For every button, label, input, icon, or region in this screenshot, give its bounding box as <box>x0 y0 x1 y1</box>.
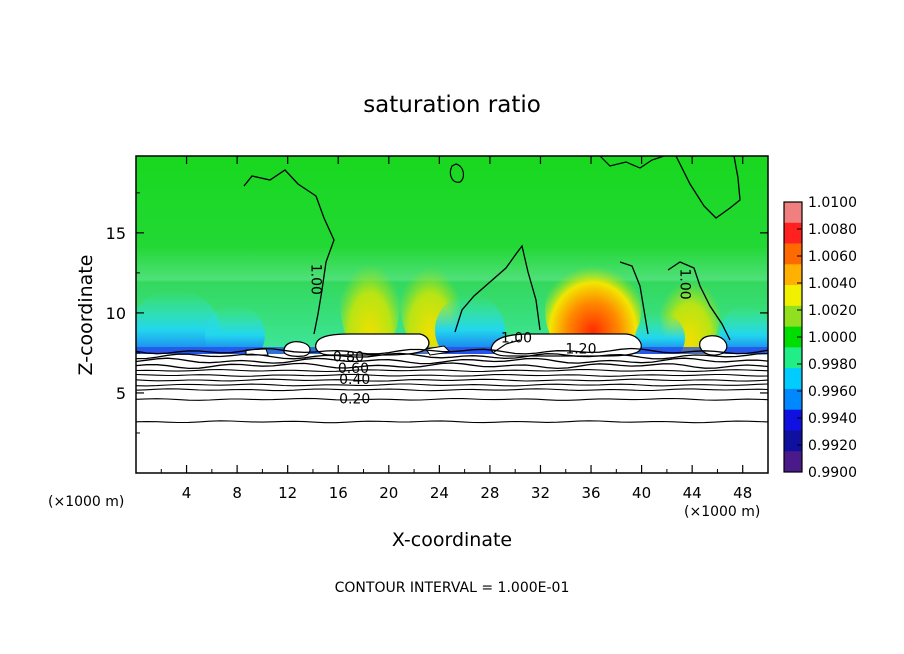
cloud-patch-5 <box>699 335 728 356</box>
y-tick-label: 15 <box>106 224 126 243</box>
contour-label: 0.60 <box>338 361 369 377</box>
plot-frame <box>135 155 769 474</box>
x-axis: 4 8 12 16 20 24 28 32 36 40 44 48 <box>160 156 752 502</box>
below-range-region <box>136 354 768 473</box>
contour-level-line <box>136 362 768 370</box>
contour-label: 1.00 <box>308 264 324 295</box>
colorbar-label: 1.0060 <box>808 249 857 265</box>
colorbar-label: 0.9940 <box>808 411 857 427</box>
contour-line-1.00-h <box>493 339 521 353</box>
x-tick-label: 40 <box>632 484 651 502</box>
x-tick-label: 20 <box>379 484 398 502</box>
contour-level-line <box>136 357 768 365</box>
y-axis-title: Z-coordinate <box>75 255 97 376</box>
contour-level-line <box>136 352 768 360</box>
colorbar-swatch <box>784 347 802 369</box>
colorbar-swatch <box>784 409 802 431</box>
contour-lines <box>136 347 768 424</box>
colorbar-label: 0.9900 <box>808 465 857 481</box>
contour-level-line <box>136 378 768 382</box>
colorbar-swatch <box>784 430 802 452</box>
contour-labels: 1.00 1.00 1.00 1.20 0.800.600.40 0.20 <box>308 264 693 408</box>
y-tick-label: 5 <box>116 384 126 403</box>
colorbar-swatch <box>784 202 802 224</box>
x-tick-label: 44 <box>683 484 702 502</box>
contour-interval-note: CONTOUR INTERVAL = 1.000E-01 <box>335 580 570 596</box>
colorbar-label: 0.9960 <box>808 384 857 400</box>
colorbar-label: 1.0100 <box>808 195 857 211</box>
colorbar-label: 0.9920 <box>808 438 857 454</box>
contour-line-1.00-d <box>667 261 731 341</box>
x-tick-label: 28 <box>480 484 499 502</box>
colorbar-swatch <box>784 326 802 348</box>
contour-level-line <box>136 368 768 373</box>
contour-level-line <box>136 373 768 377</box>
contour-line-1.00-a <box>243 169 335 335</box>
x-tick-label: 8 <box>232 484 242 502</box>
contour-label: 0.20 <box>339 391 370 407</box>
colorbar-swatch <box>784 285 802 307</box>
y-tick-label: 10 <box>106 304 126 323</box>
colorbar-label: 1.0000 <box>808 330 857 346</box>
dark-blue-band <box>136 347 768 354</box>
contour-line-1.00-c <box>619 261 649 335</box>
x-tick-label: 32 <box>531 484 550 502</box>
contour-level-line <box>136 347 768 355</box>
contour-level-line <box>136 397 768 401</box>
colorbar-label: 1.0080 <box>808 222 857 238</box>
contour-label: 1.20 <box>565 342 596 358</box>
colorbar-swatch <box>784 451 802 473</box>
colorbar-swatch <box>784 243 802 265</box>
x-tick-label: 4 <box>182 484 192 502</box>
x-axis-title: X-coordinate <box>392 529 512 551</box>
contour-level-line <box>136 388 768 392</box>
x-tick-label: 24 <box>430 484 449 502</box>
y-axis: 5 10 15 <box>106 192 768 434</box>
colorbar-swatch <box>784 222 802 244</box>
contour-label: 1.00 <box>677 269 693 300</box>
colorbar-label: 1.0020 <box>808 303 857 319</box>
contour-label: 0.80 <box>333 350 364 366</box>
x-axis-unit-left: (×1000 m) <box>48 494 124 510</box>
colorbar-label: 0.9980 <box>808 357 857 373</box>
colorbar-swatch <box>784 368 802 390</box>
colorbar-swatch <box>784 305 802 327</box>
colorbar-swatch <box>784 264 802 286</box>
x-axis-unit-right: (×1000 m) <box>684 504 760 520</box>
contour-label: 0.40 <box>339 372 370 388</box>
contour-line-1.00-g <box>599 156 665 169</box>
cloud-patch-3 <box>283 341 311 357</box>
contour-level-line <box>136 383 768 387</box>
contour-line-1.00-e <box>675 156 741 219</box>
plot-area <box>136 156 768 473</box>
colorbar-swatch <box>784 388 802 410</box>
x-tick-label: 12 <box>278 484 297 502</box>
colorbar: 1.0100 1.0080 1.0060 1.0040 1.0020 1.0000 0.99… <box>783 195 857 481</box>
contour-label: 1.00 <box>501 331 532 347</box>
contour-line-1.00-b <box>454 244 541 333</box>
cloud-patch-2 <box>490 333 642 357</box>
x-tick-label: 36 <box>581 484 600 502</box>
x-tick-label: 48 <box>733 484 752 502</box>
x-tick-label: 16 <box>329 484 348 502</box>
colorbar-label: 1.0040 <box>808 276 857 292</box>
chart-title: saturation ratio <box>363 92 541 118</box>
contour-line-1.00-f <box>449 163 465 183</box>
warm-region-left <box>340 240 400 360</box>
contour-level-line <box>136 420 768 424</box>
